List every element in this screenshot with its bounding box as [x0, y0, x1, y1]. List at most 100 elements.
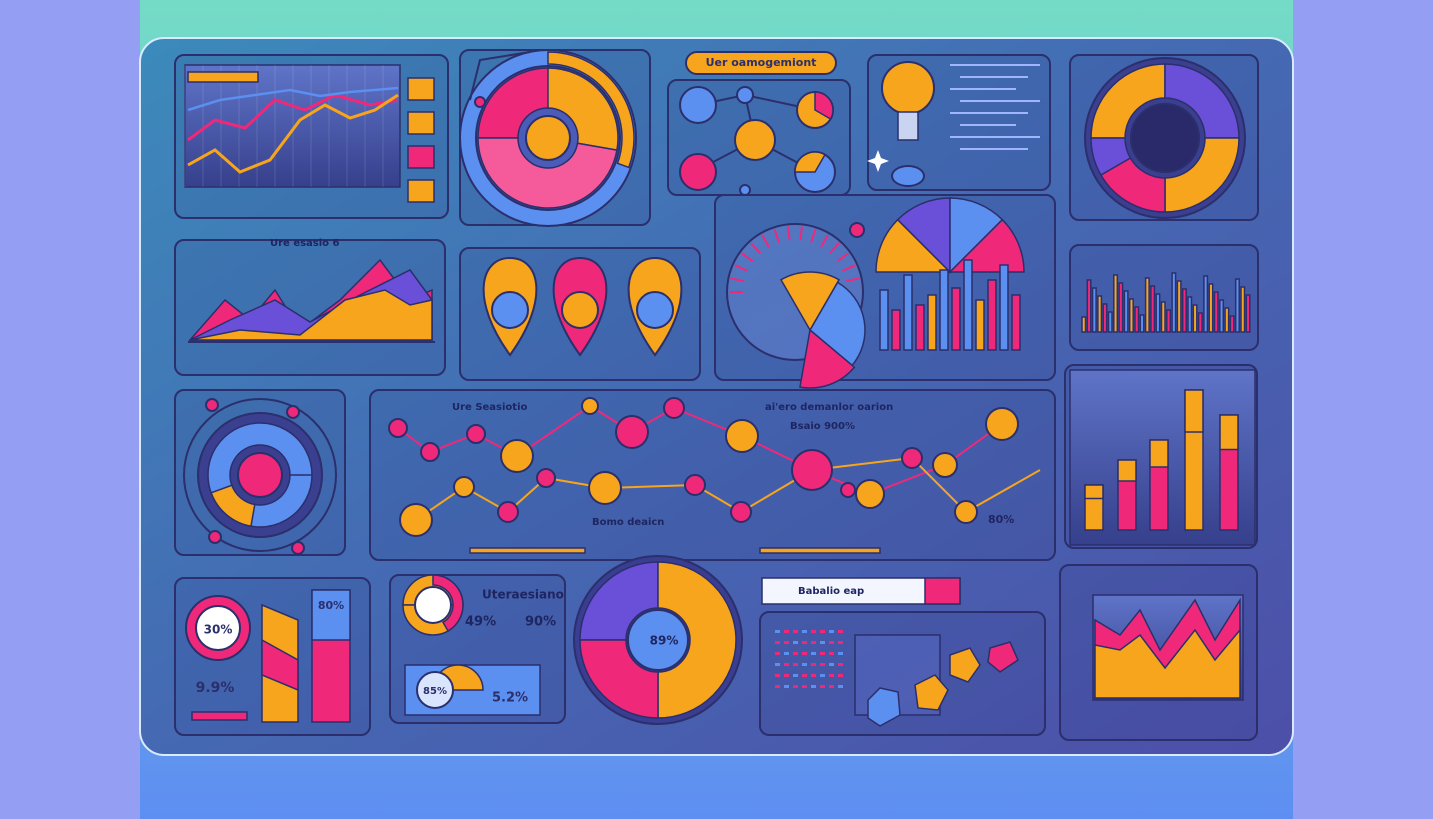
bar: [1192, 304, 1198, 333]
node: [663, 397, 685, 419]
dot: [802, 641, 807, 644]
dot: [829, 652, 834, 655]
node: [636, 291, 674, 329]
pill-badge-text: 85%: [423, 686, 447, 697]
bar: [1139, 314, 1145, 333]
node: [286, 405, 300, 419]
pill-stat: 5.2%: [492, 691, 528, 706]
bar: [1187, 296, 1193, 333]
bar: [1160, 301, 1166, 333]
bar: [1234, 278, 1240, 333]
gauge-tick: [845, 277, 860, 283]
bar: [1102, 303, 1108, 333]
dot: [811, 674, 816, 677]
dot: [775, 685, 780, 688]
bulb-shadow: [891, 165, 925, 187]
area: [1094, 627, 1241, 699]
donut-center: [525, 115, 571, 161]
dot: [802, 630, 807, 633]
node: [954, 500, 978, 524]
bar: [1081, 316, 1087, 333]
bar: [1097, 295, 1103, 333]
bar: [1176, 280, 1182, 333]
bar: [1091, 287, 1097, 333]
bar: [903, 274, 913, 351]
bar: [879, 289, 889, 351]
gauge-title: Uteraesiano: [482, 588, 564, 602]
gauge-tick: [810, 228, 817, 243]
node: [491, 291, 529, 329]
gauge-tick: [829, 242, 840, 255]
bar: [1245, 294, 1251, 333]
bar: [963, 259, 973, 351]
ring-segment: [210, 484, 256, 528]
bar: [951, 287, 961, 351]
kpi-column: [261, 638, 299, 692]
gauge-tick: [761, 234, 770, 248]
dot: [820, 652, 825, 655]
screen: [184, 64, 401, 188]
bar: [1171, 272, 1177, 333]
dot: [793, 685, 798, 688]
gauge-tick: [734, 264, 748, 272]
banner-pill: [685, 51, 837, 75]
dot: [811, 641, 816, 644]
cube: [987, 641, 1019, 673]
dot: [838, 652, 843, 655]
bar: [1197, 312, 1203, 333]
node: [497, 501, 519, 523]
bar: [927, 294, 937, 351]
bar: [1150, 285, 1156, 333]
ring-segment: [779, 271, 841, 332]
dot: [784, 674, 789, 677]
ring-segment: [1090, 63, 1166, 139]
decorations: 30% 9.9% 80% 85% 5.2%: [174, 49, 1259, 741]
bar: [975, 299, 985, 351]
node: [536, 468, 556, 488]
dot: [838, 641, 843, 644]
dot: [802, 663, 807, 666]
node: [932, 452, 958, 478]
kpi-badge: 30%: [204, 623, 233, 637]
donut-hole: [1130, 103, 1200, 173]
node: [985, 407, 1019, 441]
bar: [1203, 275, 1209, 333]
gauge-stat: 49%: [465, 615, 496, 630]
ring-segment: [579, 639, 659, 719]
dot: [802, 685, 807, 688]
bar: [1123, 290, 1129, 333]
gauge-tick: [842, 264, 856, 272]
dot: [784, 641, 789, 644]
node: [388, 418, 408, 438]
connector: [187, 86, 399, 112]
ring-segment: [1164, 137, 1240, 213]
network-stat: 80%: [988, 513, 1014, 526]
area: [189, 289, 433, 341]
dot: [775, 630, 780, 633]
kpi-bar: [191, 711, 248, 721]
dot: [793, 641, 798, 644]
ring-segment: [432, 574, 464, 633]
connector: [469, 51, 531, 101]
kpi-bar-label: 80%: [318, 599, 344, 612]
dot: [784, 663, 789, 666]
bar: [1113, 274, 1119, 333]
node: [791, 449, 833, 491]
dot: [838, 685, 843, 688]
node: [615, 415, 649, 449]
ring-segment: [657, 561, 737, 719]
dot: [775, 674, 780, 677]
bar: [1128, 298, 1134, 333]
dot: [784, 685, 789, 688]
node: [855, 479, 885, 509]
bar: [1208, 283, 1214, 333]
dot: [829, 641, 834, 644]
ring-segment: [579, 561, 659, 641]
ring-segment: [1164, 63, 1240, 139]
bar: [1118, 282, 1124, 333]
network-note: Bsaio 900%: [790, 421, 855, 432]
node: [237, 452, 283, 498]
donut-center: 89%: [650, 634, 679, 648]
